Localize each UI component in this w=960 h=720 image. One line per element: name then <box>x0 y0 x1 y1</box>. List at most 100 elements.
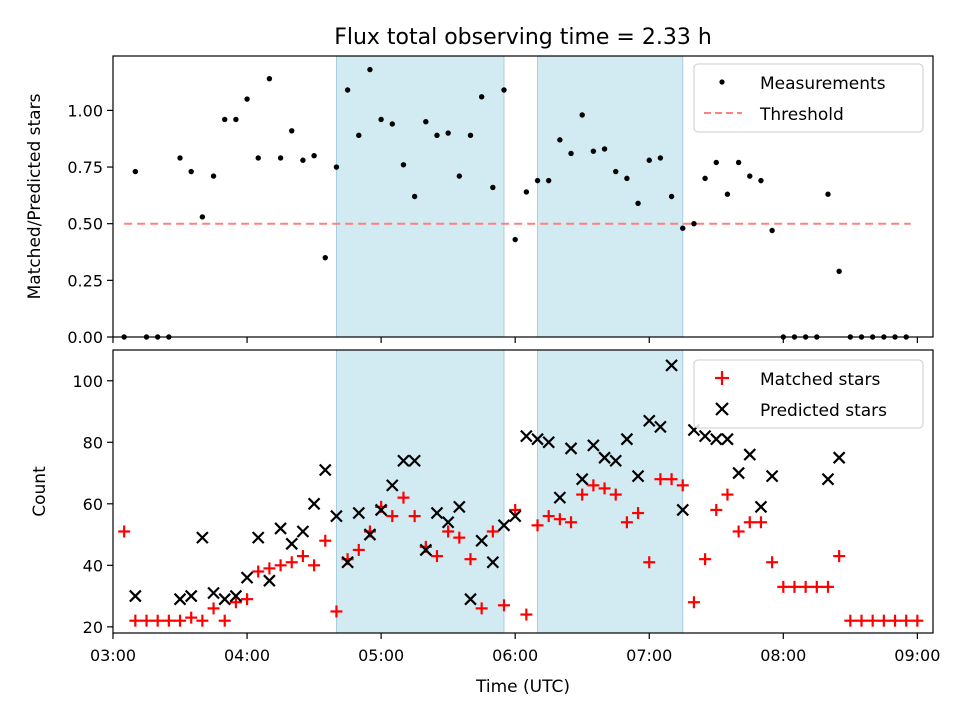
matched-star-point <box>866 614 879 627</box>
matched-star-point <box>576 488 589 501</box>
predicted-star-point <box>475 534 488 547</box>
legend-predicted-marker <box>715 402 729 416</box>
top-shaded-intervals <box>336 55 684 338</box>
measurement-point <box>523 189 530 195</box>
matched-star-point <box>218 614 231 627</box>
predicted-star-point <box>184 589 198 603</box>
top-y-tick-label: 0.25 <box>67 271 103 290</box>
shaded-interval-2 <box>537 349 684 634</box>
x-tick-label: 04:00 <box>224 646 270 665</box>
predicted-star-point <box>285 537 299 551</box>
matched-star-point <box>397 491 410 504</box>
matched-star-point <box>565 516 578 529</box>
measurement-point <box>668 193 675 200</box>
predicted-star-point <box>609 454 623 468</box>
measurement-point <box>311 153 317 159</box>
measurement-point <box>367 66 373 73</box>
predicted-star-point <box>173 592 187 606</box>
predicted-star-point <box>642 414 656 428</box>
top-y-ticks: 0.00 0.25 0.50 0.75 1.00 <box>67 101 113 347</box>
predicted-star-point <box>397 454 410 468</box>
matched-star-point <box>162 614 175 627</box>
measurement-point <box>501 87 507 93</box>
predicted-star-point <box>598 451 611 464</box>
predicted-star-point <box>709 432 723 446</box>
predicted-star-point <box>553 491 567 504</box>
matched-star-points <box>118 473 924 627</box>
predicted-star-point <box>318 463 332 477</box>
matched-star-point <box>229 596 242 609</box>
measurement-point <box>199 214 206 220</box>
predicted-star-point <box>754 500 768 514</box>
predicted-star-point <box>542 436 555 449</box>
bottom-x-ticks: 03:00 04:00 05:00 06:00 07:00 08:00 09:00 <box>90 633 940 665</box>
matched-star-point <box>475 602 488 615</box>
x-axis-label: Time (UTC) <box>475 677 570 697</box>
predicted-star-point <box>575 472 589 486</box>
measurement-point <box>624 175 630 182</box>
measurement-points <box>121 66 909 340</box>
matched-star-point <box>151 614 164 627</box>
matched-star-point <box>833 550 846 563</box>
predicted-star-point <box>832 451 846 464</box>
matched-star-point <box>140 614 153 627</box>
measurement-point <box>289 128 295 134</box>
matched-star-point <box>821 580 834 593</box>
matched-star-point <box>241 593 254 606</box>
measurement-point <box>277 155 284 161</box>
matched-star-point <box>721 488 734 501</box>
matched-star-point <box>598 482 611 495</box>
measurement-point <box>378 116 384 123</box>
matched-star-point <box>129 614 142 627</box>
measurement-point <box>233 116 239 123</box>
count-panel: 20 40 60 80 100 03:00 04:00 05:00 06:00 07:00 08:… <box>30 349 940 697</box>
matched-star-point <box>855 614 868 627</box>
measurement-point <box>512 236 518 243</box>
x-tick-label: 06:00 <box>492 646 538 665</box>
predicted-star-point <box>207 586 220 600</box>
matched-star-point <box>185 611 198 624</box>
x-tick-label: 09:00 <box>894 646 940 665</box>
matched-star-point <box>498 599 511 612</box>
bottom-y-axis-label: Count <box>30 466 50 517</box>
measurement-point <box>590 148 597 154</box>
measurement-point <box>646 157 652 163</box>
predicted-star-point <box>330 509 343 523</box>
predicted-star-point <box>531 432 544 446</box>
predicted-star-point <box>665 359 678 372</box>
predicted-star-point <box>676 503 690 517</box>
matched-star-point <box>531 519 544 532</box>
predicted-star-point <box>408 454 421 468</box>
predicted-star-point <box>352 506 366 520</box>
matched-star-point <box>900 614 913 627</box>
measurement-point <box>177 155 183 161</box>
matched-star-point <box>196 614 209 627</box>
predicted-star-point <box>765 469 779 483</box>
measurement-point <box>747 173 753 179</box>
matched-star-point <box>509 503 522 516</box>
legend-measurements-label: Measurements <box>760 74 886 94</box>
predicted-star-point <box>620 432 634 446</box>
predicted-star-point <box>453 500 466 514</box>
matched-star-point <box>699 553 712 566</box>
matched-star-point <box>766 556 779 569</box>
matched-star-point <box>877 614 890 627</box>
predicted-star-point <box>497 519 511 532</box>
top-y-tick-label: 0.50 <box>67 215 103 234</box>
predicted-star-point <box>386 479 399 492</box>
matched-star-point <box>710 503 723 516</box>
measurement-point <box>601 146 608 152</box>
matched-star-point <box>799 580 812 593</box>
measurement-point <box>825 191 831 197</box>
matched-star-point <box>285 556 298 569</box>
top-y-axis-label: Matched/Predicted stars <box>25 93 45 299</box>
legend-threshold-label: Threshold <box>759 105 844 125</box>
measurement-point <box>322 254 328 261</box>
top-x-ticks <box>112 337 918 343</box>
predicted-star-point <box>520 429 533 443</box>
matched-star-point <box>687 596 700 609</box>
matched-star-point <box>810 580 823 593</box>
top-y-tick-label: 0.75 <box>67 158 103 177</box>
matched-star-point <box>263 562 276 575</box>
